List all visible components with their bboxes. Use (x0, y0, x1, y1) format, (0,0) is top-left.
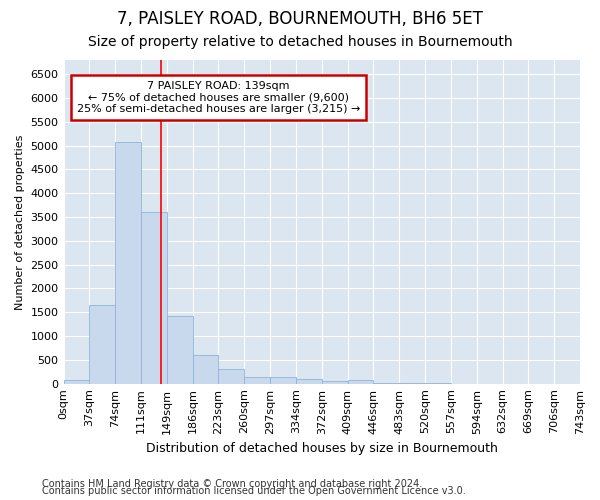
Text: Contains public sector information licensed under the Open Government Licence v3: Contains public sector information licen… (42, 486, 466, 496)
Bar (270, 378, 296, 384)
X-axis label: Distribution of detached houses by size in Bournemouth: Distribution of detached houses by size … (146, 442, 498, 455)
Bar (347, 380, 373, 384)
Bar (141, 212, 167, 384)
Bar (89, 305, 115, 384)
Bar (167, 316, 193, 384)
Bar (64, 380, 89, 384)
Text: 7 PAISLEY ROAD: 139sqm
← 75% of detached houses are smaller (9,600)
25% of semi-: 7 PAISLEY ROAD: 139sqm ← 75% of detached… (77, 81, 360, 114)
Bar (218, 370, 244, 384)
Bar (115, 142, 141, 384)
Bar (244, 376, 270, 384)
Y-axis label: Number of detached properties: Number of detached properties (15, 134, 25, 310)
Text: Contains HM Land Registry data © Crown copyright and database right 2024.: Contains HM Land Registry data © Crown c… (42, 479, 422, 489)
Text: Size of property relative to detached houses in Bournemouth: Size of property relative to detached ho… (88, 35, 512, 49)
Bar (296, 379, 322, 384)
Text: 7, PAISLEY ROAD, BOURNEMOUTH, BH6 5ET: 7, PAISLEY ROAD, BOURNEMOUTH, BH6 5ET (117, 10, 483, 28)
Bar (373, 382, 399, 384)
Bar (322, 382, 347, 384)
Bar (193, 354, 218, 384)
